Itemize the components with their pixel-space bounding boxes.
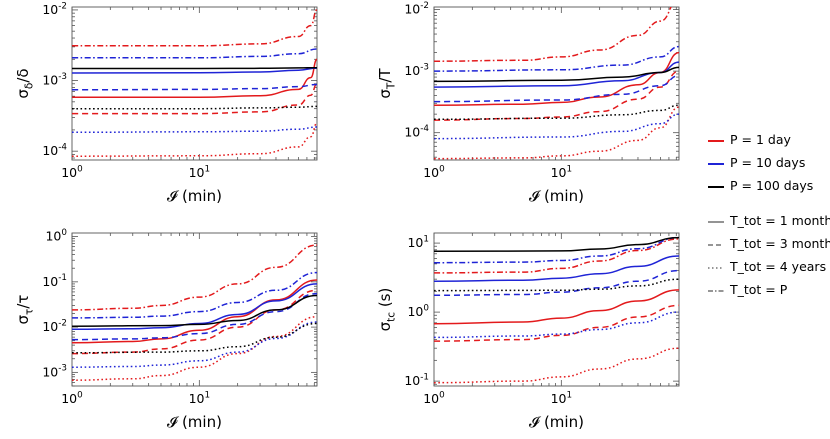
legend: P = 1 day P = 10 days P = 100 days T_tot… [708,132,830,305]
y-axis-label: σT/T [376,68,398,99]
series-line-1-day-4-years [434,106,679,160]
x-axis-label: 𝓘 (min) [529,413,584,431]
y-tick-label: 100 [407,303,429,319]
panel-2: 100 101 10-4 10-3 10-2 𝓘 (min) σT/T [376,1,680,205]
y-axis-label: σtc (s) [376,288,398,332]
series-line-1-day-p [72,9,317,47]
series-line-1-day-1-month [72,279,317,344]
y-tick-label: 10-4 [42,143,67,159]
series-line-1-day-3-months [72,83,317,115]
legend-item-p-10-days: P = 10 days [708,155,828,178]
x-tick-label: 101 [189,164,211,180]
series-line-10-days-1-month [72,67,317,74]
y-tick-label: 10-1 [42,273,67,289]
y-tick-label: 10-3 [404,62,429,78]
series-line-10-days-3-months [72,292,317,341]
series-line-10-days-4-years [434,113,679,140]
series-line-10-days-1-month [434,255,679,282]
series-line-10-days-3-months [434,74,679,103]
legend-swatch [708,186,724,188]
legend-label: P = 1 day [730,132,791,147]
x-tick-label: 101 [551,164,573,180]
y-tick-label: 10-3 [42,72,67,88]
series-line-10-days-p [72,271,317,319]
panel-4: 100 101 10-1 100 101 𝓘 (min) σtc (s) [376,232,680,431]
legend-item-ttot-3-months: T_tot = 3 months [708,236,830,259]
legend-swatch [708,221,724,223]
series-line-100-days-4-years [434,104,679,121]
series-line-10-days-p [434,236,679,264]
series-line-10-days-p [434,45,679,72]
series-line-100-days-1-month [434,236,679,253]
panel-1: 100 101 10-4 10-3 10-2 𝓘 (min) σδ/δ [14,1,318,205]
legend-item-p-1-day: P = 1 day [708,132,828,155]
x-tick-label: 100 [423,164,445,180]
plot-frame [71,6,318,161]
series-line-10-days-4-years [434,311,679,339]
series-line-1-day-3-months [434,304,679,342]
legend-label: T_tot = P [730,282,788,297]
series-line-10-days-1-month [72,283,317,330]
series-line-100-days-4-years [434,278,679,292]
legend-label: T_tot = 3 months [730,236,830,251]
y-tick-label: 10-4 [404,124,429,140]
legend-swatch [708,267,724,269]
series-line-1-day-4-years [72,122,317,157]
series-line-1-day-1-month [434,289,679,325]
x-tick-label: 100 [61,164,83,180]
legend-label: P = 100 days [730,178,814,193]
series-line-1-day-3-months [434,70,679,121]
y-tick-label: 10-2 [404,1,429,17]
series-line-10-days-3-months [72,83,317,91]
series-line-10-days-4-years [72,126,317,134]
y-tick-label: 10-2 [42,1,67,17]
y-tick-label: 10-3 [42,364,67,380]
series-line-100-days-1-month [72,294,317,327]
series-line-1-day-p [72,244,317,311]
series-line-100-days-1-month [72,66,317,70]
series-line-1-day-4-years [434,347,679,384]
legend-swatch [708,140,724,142]
x-tick-label: 101 [189,390,211,406]
series-line-100-days-1-month [434,66,679,83]
series-line-1-day-p [434,7,672,62]
plot-frame [433,232,680,387]
legend-swatch [708,290,724,292]
x-tick-label: 101 [551,390,573,406]
panel-3: 100 101 10-3 10-2 10-1 100 𝓘 (min) στ/τ [14,228,318,431]
legend-item-ttot-p: T_tot = P [708,282,828,305]
x-axis-label: 𝓘 (min) [167,187,222,205]
series-line-10-days-3-months [434,269,679,297]
legend-label: P = 10 days [730,155,806,170]
series-line-1-day-1-month [434,51,679,106]
series-line-1-day-1-month [72,58,317,99]
y-tick-label: 101 [407,234,429,250]
legend-item-p-100-days: P = 100 days [708,178,828,201]
y-axis-label: σδ/δ [14,68,36,98]
legend-label: T_tot = 1 month [730,213,830,228]
series-line-100-days-4-years [72,322,317,354]
y-tick-label: 100 [45,228,67,244]
x-axis-label: 𝓘 (min) [167,413,222,431]
legend-swatch [708,163,724,165]
legend-item-ttot-4-years: T_tot = 4 years [708,259,828,282]
y-axis-label: στ/τ [14,295,36,325]
x-tick-label: 100 [61,390,83,406]
plot-frame [433,6,680,161]
series-line-10-days-p [72,48,317,59]
series-line-100-days-4-years [72,105,317,110]
y-tick-label: 10-2 [42,318,67,334]
legend-swatch [708,244,724,246]
x-tick-label: 100 [423,390,445,406]
legend-label: T_tot = 4 years [730,259,827,274]
series-line-1-day-p [434,238,679,274]
y-tick-label: 10-1 [404,372,429,388]
legend-item-ttot-1-month: T_tot = 1 month [708,213,830,236]
x-axis-label: 𝓘 (min) [529,187,584,205]
